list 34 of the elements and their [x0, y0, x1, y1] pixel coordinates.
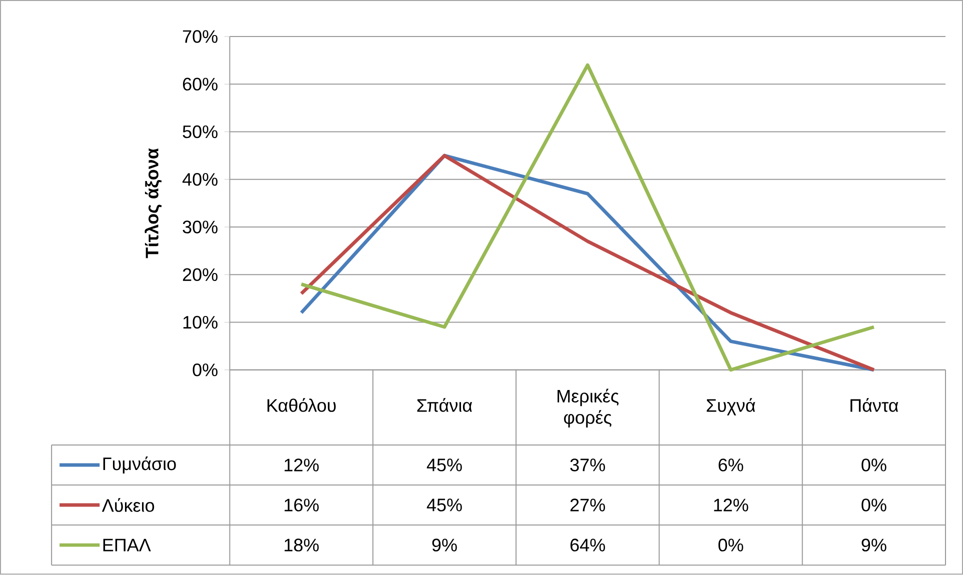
line-series [300, 154, 876, 372]
y-tick-label: 30% [182, 220, 218, 234]
x-tick-label: Συχνά [706, 398, 756, 416]
legend-label: Λύκειο [102, 498, 154, 512]
x-tick-label: Πάντα [850, 398, 898, 412]
y-tick-label: 70% [182, 30, 218, 44]
x-tick-label: Μερικές φορές [558, 388, 619, 428]
data-label: 37% [570, 458, 606, 472]
data-label: 0% [862, 498, 886, 512]
data-label: 64% [570, 538, 606, 552]
data-label: 9% [432, 538, 457, 552]
data-label: 16% [284, 498, 319, 512]
data-label: 12% [284, 458, 319, 472]
data-label: 0% [718, 538, 744, 552]
y-tick-label: 0% [192, 364, 218, 376]
data-label: 45% [426, 458, 462, 472]
legend-label: ΕΠΑΛ [103, 539, 151, 552]
line-series [300, 64, 876, 372]
x-tick-label: Σπάνια [417, 398, 472, 412]
data-label: 45% [426, 498, 462, 512]
data-label: 6% [718, 458, 744, 472]
y-tick-label: 40% [182, 173, 218, 186]
x-tick-label: Καθόλου [268, 398, 336, 412]
data-label: 12% [714, 498, 748, 512]
y-tick-label: 10% [183, 316, 218, 329]
y-axis-title: Τίτλος άξονα [144, 148, 162, 258]
y-tick-label: 60% [182, 78, 218, 91]
y-tick-label: 20% [182, 268, 218, 282]
data-label: 0% [862, 458, 886, 472]
data-label: 27% [570, 498, 606, 512]
data-label: 9% [862, 538, 886, 552]
data-label: 18% [284, 538, 319, 552]
legend-label: Γυμνάσιο [103, 456, 176, 474]
y-tick-label: 50% [182, 126, 218, 138]
